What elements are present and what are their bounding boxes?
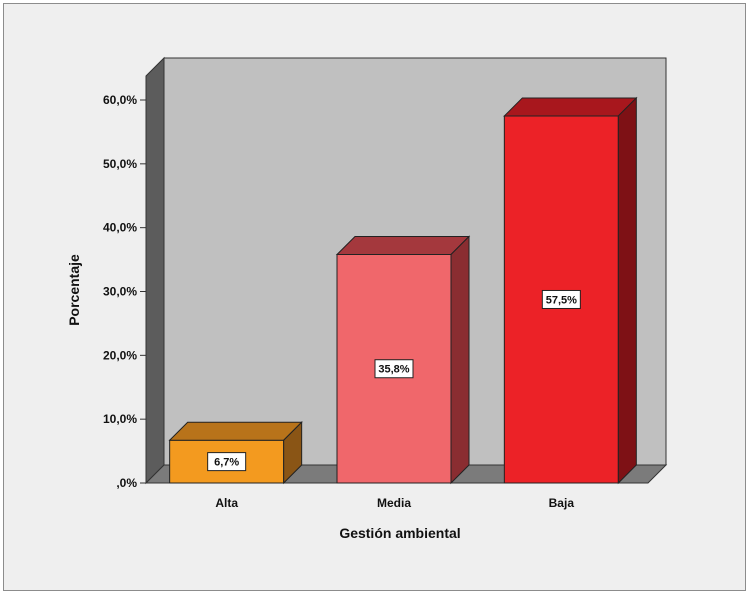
bar: 6,7% <box>168 421 303 485</box>
x-axis-title: Gestión ambiental <box>339 525 460 541</box>
bar: 35,8% <box>335 235 471 485</box>
y-tick-label: 20,0% <box>103 348 137 362</box>
bar: 57,5% <box>503 96 638 485</box>
y-tick-label: 30,0% <box>103 285 137 299</box>
side-wall <box>145 56 165 485</box>
bar-top <box>503 97 638 117</box>
bar-side <box>450 235 470 485</box>
x-tick-label: Baja <box>549 496 575 510</box>
x-axis-ticks: Alta Media Baja <box>215 496 574 510</box>
bar-top <box>168 421 303 441</box>
data-label: 35,8% <box>378 364 409 376</box>
y-tick-label: ,0% <box>116 476 137 490</box>
x-tick-label: Media <box>377 496 411 510</box>
x-tick-label: Alta <box>215 496 238 510</box>
y-tick-label: 50,0% <box>103 157 137 171</box>
bar-side <box>617 96 637 485</box>
bar-top <box>335 235 471 255</box>
data-label-box <box>374 359 414 379</box>
y-tick-label: 10,0% <box>103 412 137 426</box>
bar-side <box>283 421 303 485</box>
y-axis-title: Porcentaje <box>66 254 82 326</box>
data-label-box <box>541 289 581 309</box>
y-axis-ticks: ,0% 10,0% 20,0% 30,0% 40,0% 50,0% 60,0% <box>103 93 146 490</box>
y-tick-label: 60,0% <box>103 93 137 107</box>
data-label: 57,5% <box>546 294 577 306</box>
bars: 6,7% 35,8% 57,5% <box>168 96 638 485</box>
y-tick-label: 40,0% <box>103 221 137 235</box>
data-label: 6,7% <box>214 457 239 469</box>
data-label-box <box>207 452 247 472</box>
